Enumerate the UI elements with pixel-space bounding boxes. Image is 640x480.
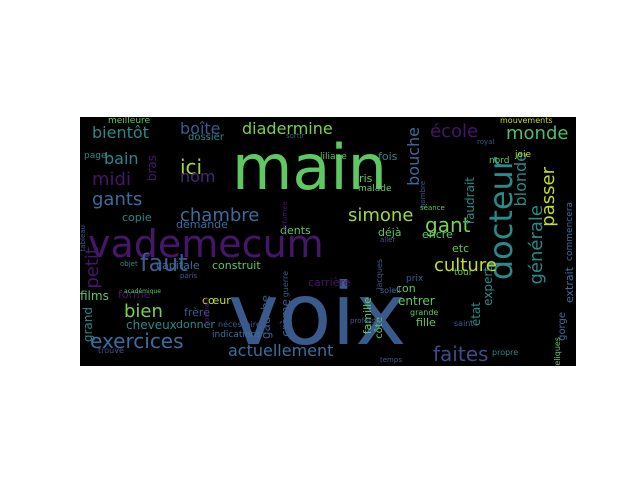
word-87: jacques — [375, 259, 384, 290]
word-59: malade — [358, 184, 392, 194]
word-48: entrer — [398, 294, 435, 308]
word-50: déjà — [378, 226, 402, 239]
word-15: monde — [506, 123, 569, 144]
word-90: spéciale — [203, 297, 211, 326]
word-64: joie — [515, 150, 532, 160]
word-92: académique — [124, 288, 161, 295]
word-1: voix — [228, 265, 407, 365]
word-25: blonde — [511, 152, 530, 207]
word-86: séance — [420, 204, 445, 212]
word-38: carrière — [308, 276, 351, 289]
word-19: bain — [104, 149, 139, 168]
word-66: commencera — [565, 202, 575, 261]
word-42: forme — [118, 288, 151, 301]
word-84: sortir — [286, 132, 305, 140]
word-60: liliane — [320, 152, 347, 162]
word-76: soleil — [380, 286, 401, 295]
word-73: prix — [406, 274, 424, 284]
word-91: tableau — [80, 225, 87, 252]
word-78: trouvé — [98, 346, 124, 355]
word-41: copie — [122, 211, 152, 224]
word-45: famille — [361, 297, 374, 335]
word-53: faudrait — [463, 177, 477, 225]
word-32: grand — [81, 307, 95, 343]
word-27: générale — [526, 205, 547, 285]
word-43: gauche — [259, 295, 273, 340]
word-77: profession — [350, 317, 387, 325]
word-81: temps — [380, 356, 402, 364]
word-36: capitale — [156, 259, 200, 272]
word-24: bouche — [404, 127, 423, 186]
word-61: fois — [378, 150, 398, 163]
word-21: nom — [180, 167, 216, 186]
word-2: main — [232, 131, 387, 204]
word-63: meilleure — [108, 117, 151, 126]
word-54: expert — [481, 267, 495, 306]
word-70: nécessaire — [218, 320, 261, 329]
word-3: vademecum — [88, 222, 324, 266]
word-8: gants — [92, 189, 143, 210]
word-6: exercices — [90, 329, 184, 353]
word-18: ici — [180, 155, 203, 179]
word-65: nord — [489, 156, 510, 166]
word-71: grande — [410, 308, 439, 317]
word-72: page — [84, 151, 107, 161]
word-51: etc — [452, 242, 470, 255]
word-89: objet — [120, 260, 138, 268]
word-16: bientôt — [92, 123, 149, 142]
word-83: guerre — [281, 271, 290, 298]
word-13: diadermine — [242, 119, 333, 138]
word-79: propre — [492, 348, 519, 357]
word-30: cheveux — [126, 318, 177, 332]
word-14: école — [430, 121, 479, 142]
word-35: cœur — [202, 294, 231, 307]
word-69: indications — [212, 330, 261, 340]
word-10: gant — [425, 213, 471, 237]
word-80: royal — [477, 138, 495, 146]
word-68: reliques — [553, 337, 562, 366]
word-20: boîte — [180, 119, 221, 138]
word-11: simone — [348, 205, 414, 226]
word-22: bras — [145, 155, 159, 182]
word-5: faites — [433, 342, 489, 366]
word-67: mouvements — [500, 117, 553, 125]
word-40: demande — [176, 218, 228, 231]
word-17: midi — [92, 169, 131, 190]
word-cloud: voix main vademecum docteur faites exercices a… — [80, 117, 576, 366]
word-75: saint — [454, 319, 474, 328]
word-39: dents — [280, 224, 311, 237]
word-31: films — [80, 289, 109, 303]
word-82: parfumée — [281, 201, 289, 235]
word-93: aller — [380, 236, 396, 244]
word-28: bien — [124, 301, 163, 322]
word-29: petit — [82, 247, 103, 289]
word-12: chambre — [180, 205, 260, 226]
word-88: paris — [180, 272, 198, 280]
word-7: actuellement — [228, 341, 334, 360]
word-62: dossier — [188, 132, 224, 143]
word-33: donner — [176, 318, 215, 331]
word-44: crème — [279, 299, 293, 337]
word-47: fille — [416, 316, 436, 329]
word-56: extrait — [563, 267, 576, 304]
word-49: encre — [422, 228, 453, 241]
word-34: frère — [184, 306, 210, 319]
word-37: construit — [212, 259, 261, 272]
word-74: tour — [454, 268, 473, 278]
word-9: faut — [140, 249, 188, 277]
word-23: culture — [434, 255, 497, 276]
word-58: cris — [353, 172, 373, 185]
word-52: con — [396, 282, 416, 295]
